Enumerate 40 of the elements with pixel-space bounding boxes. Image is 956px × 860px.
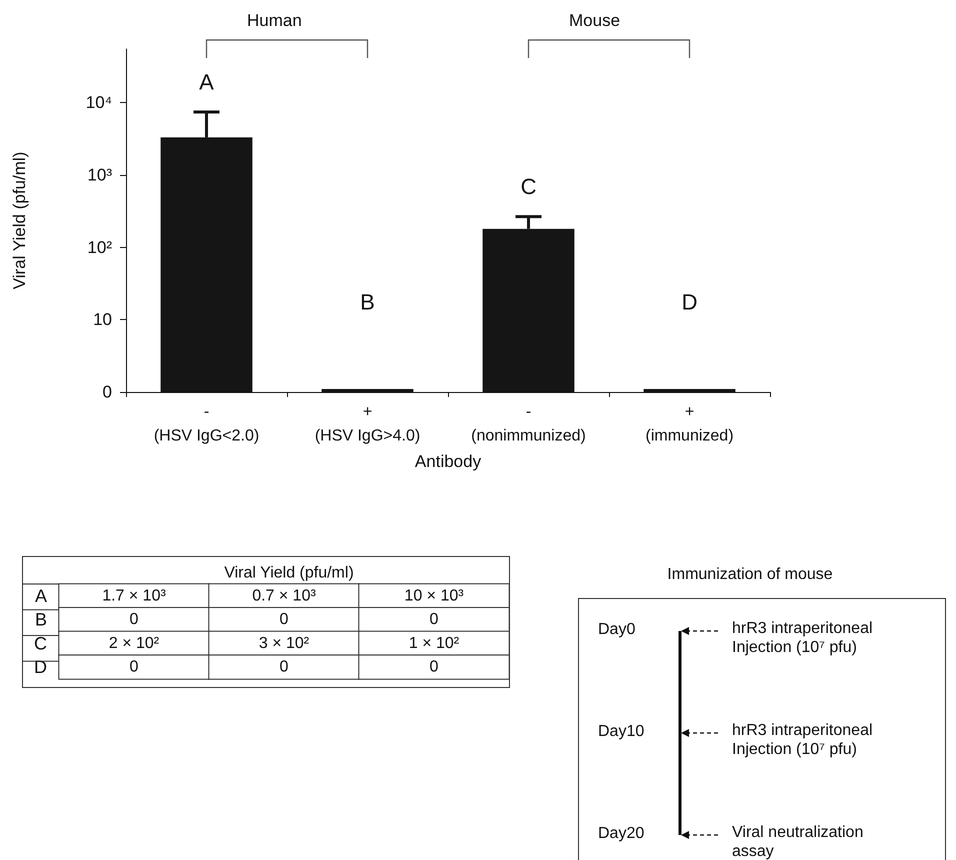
x-tick-label: - (nonimmunized): [471, 404, 586, 444]
text: Immunization of mouse: [666, 566, 834, 584]
annotation: A: [199, 70, 214, 95]
text: 3 × 10²: [258, 634, 310, 652]
category-label: A: [34, 586, 47, 606]
text: 1 × 10²: [408, 634, 460, 652]
category-label: Day10: [598, 723, 644, 741]
text: Viral Yield (pfu/ml): [224, 564, 354, 582]
y-tick-label: 10²: [87, 238, 112, 257]
x-tick-label: - (HSV IgG<2.0): [154, 404, 260, 444]
text: 2 × 10²: [108, 634, 160, 652]
text: Mouse: [569, 11, 620, 30]
text: Viral neutralization assay: [732, 823, 864, 860]
text: 0: [430, 611, 438, 628]
y-tick-label: 10⁴: [86, 93, 112, 112]
text: 0: [280, 611, 288, 628]
annotation: B: [360, 290, 375, 314]
text: 1.7 × 10³: [102, 587, 166, 604]
y-tick-label: 0: [102, 382, 112, 402]
y-axis-title: Viral Yield (pfu/ml): [10, 152, 29, 290]
text: hrR3 intraperitoneal Injection (10⁷ pfu): [732, 721, 873, 759]
x-tick-label: + (HSV IgG>4.0): [314, 404, 420, 444]
x-tick-label: + (immunized): [645, 404, 734, 444]
text: 0: [130, 658, 138, 676]
text: Human: [247, 11, 302, 30]
y-tick-label: 10³: [87, 165, 112, 184]
text: 10 × 10³: [404, 587, 464, 604]
annotation: D: [682, 290, 698, 314]
category-label: B: [34, 610, 47, 630]
text: hrR3 intraperitoneal Injection (10⁷ pfu): [732, 619, 873, 657]
x-axis-title: Antibody: [414, 452, 482, 471]
annotation: C: [520, 174, 537, 200]
category-label: Day0: [598, 621, 636, 639]
text: 0: [280, 658, 288, 676]
text: 0: [430, 658, 438, 676]
category-label: Day20: [598, 825, 644, 843]
text: 0.7 × 10³: [252, 587, 316, 604]
text: 0: [130, 611, 138, 628]
y-tick-label: 10: [93, 310, 112, 330]
category-label: C: [34, 633, 47, 654]
